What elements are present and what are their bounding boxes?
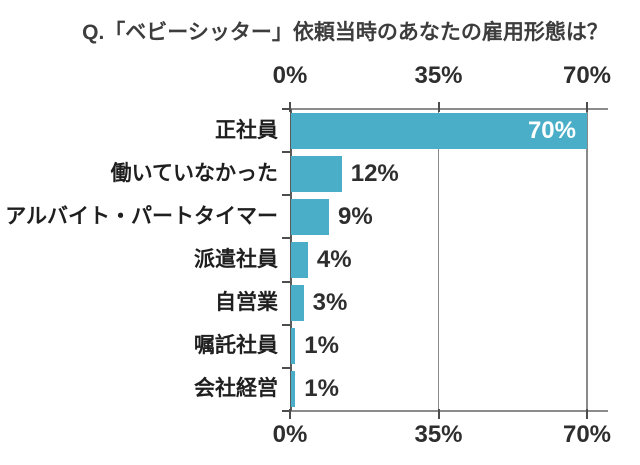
y-axis-tick [282,151,290,154]
x-axis-line-top [283,108,608,110]
value-label: 1% [304,375,339,403]
value-label: 4% [316,245,352,273]
y-axis-tick [282,323,290,326]
bar [291,198,330,235]
x-axis-line-bottom [283,410,608,412]
x-axis-tick-top [289,102,291,112]
x-axis-label-bottom: 70% [562,421,612,448]
x-axis-label-bottom: 0% [272,421,308,448]
x-axis-label-top: 35% [414,62,463,89]
x-axis-tick-top [437,102,440,112]
value-label: 3% [312,289,348,317]
y-axis-tick [282,280,290,283]
x-axis-label-top: 0% [272,62,308,89]
category-label: アルバイト・パートタイマー [5,204,278,228]
value-label: 9% [338,202,373,230]
bar [291,328,296,365]
category-label: 会社経営 [194,377,278,401]
value-label: 1% [304,332,339,360]
y-axis-tick [282,108,290,110]
x-axis-label-bottom: 35% [414,421,463,448]
category-label: 派遣社員 [194,248,278,271]
bar [291,155,342,192]
y-axis-tick [282,194,290,197]
x-axis-tick-bottom [289,409,291,419]
x-axis-tick-bottom [437,409,440,419]
value-label: 12% [350,159,399,187]
y-axis-tick [282,366,290,369]
bar [291,112,587,149]
x-axis-tick-bottom [586,409,588,419]
bar [291,241,308,278]
category-label: 自営業 [215,291,278,315]
x-gridline-70% [586,109,588,411]
y-axis-tick [282,237,290,240]
y-axis-tick [282,410,290,412]
chart-title: Q.「ベビーシッター」依頼当時のあなたの雇用形態は？ [82,21,608,44]
category-label: 働いていなかった [110,161,278,185]
x-gridline-35% [437,109,440,411]
x-axis-tick-top [586,102,588,112]
bar [291,371,296,408]
value-label: 70% [527,116,576,144]
bar [291,285,304,322]
x-axis-label-top: 70% [562,62,612,89]
category-label: 正社員 [215,118,278,142]
category-label: 嘱託社員 [194,334,278,358]
y-axis-line [290,109,292,411]
